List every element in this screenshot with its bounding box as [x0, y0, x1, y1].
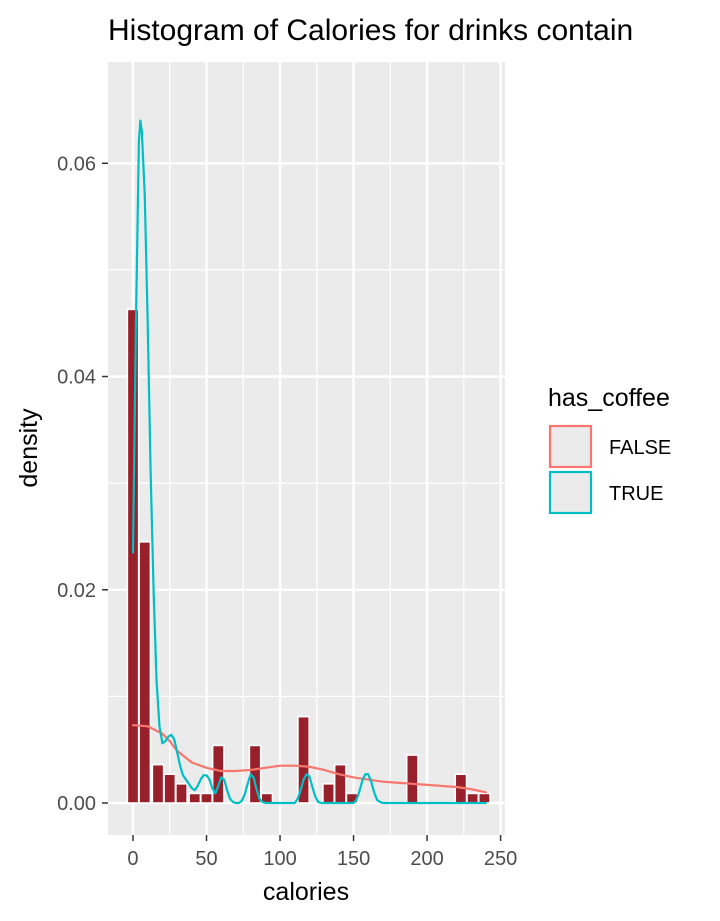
y-tick-label: 0.06 [57, 153, 96, 175]
minor-gridlines [108, 62, 505, 835]
histogram-bar [151, 763, 165, 804]
x-tick-label: 200 [410, 848, 443, 870]
histogram-bar [322, 783, 336, 804]
x-tick-label: 250 [484, 848, 517, 870]
legend-title: has_coffee [548, 384, 670, 412]
y-tick-label: 0.00 [57, 793, 96, 815]
legend-label-false: FALSE [609, 437, 671, 459]
density-line-false [131, 724, 487, 794]
legend: has_coffee FALSE TRUE [548, 384, 671, 515]
x-tick-label: 50 [195, 848, 217, 870]
histogram-bar [405, 754, 419, 804]
histogram-bar [297, 715, 311, 804]
x-axis: 0 50 100 150 200 250 [127, 835, 517, 870]
x-tick-label: 150 [337, 848, 370, 870]
histogram-bar [466, 792, 480, 804]
legend-label-true: TRUE [609, 483, 663, 505]
plot-panel [108, 62, 505, 835]
x-tick-label: 0 [127, 848, 138, 870]
density-line-true [131, 119, 487, 805]
histogram-bar [333, 763, 347, 804]
histogram-bars [126, 308, 491, 804]
x-tick-label: 100 [263, 848, 296, 870]
histogram-bar [138, 540, 152, 804]
histogram-bar [200, 792, 213, 804]
y-tick-label: 0.02 [57, 580, 96, 602]
histogram-bar [248, 744, 262, 804]
legend-key-true [548, 470, 593, 515]
histogram-bar [188, 792, 202, 804]
chart-title: Histogram of Calories for drinks contain [108, 14, 633, 47]
histogram-bar [211, 744, 225, 804]
y-tick-label: 0.04 [57, 367, 96, 389]
histogram-bar [175, 783, 188, 804]
x-axis-title: calories [263, 878, 349, 906]
histogram-bar [477, 792, 491, 804]
y-axis-title: density [15, 408, 43, 488]
histogram-bar [163, 773, 177, 804]
y-axis: 0.00 0.02 0.04 0.06 [57, 153, 108, 815]
histogram-bar [126, 308, 140, 804]
legend-key-false [548, 424, 593, 469]
density-curves [131, 119, 487, 805]
